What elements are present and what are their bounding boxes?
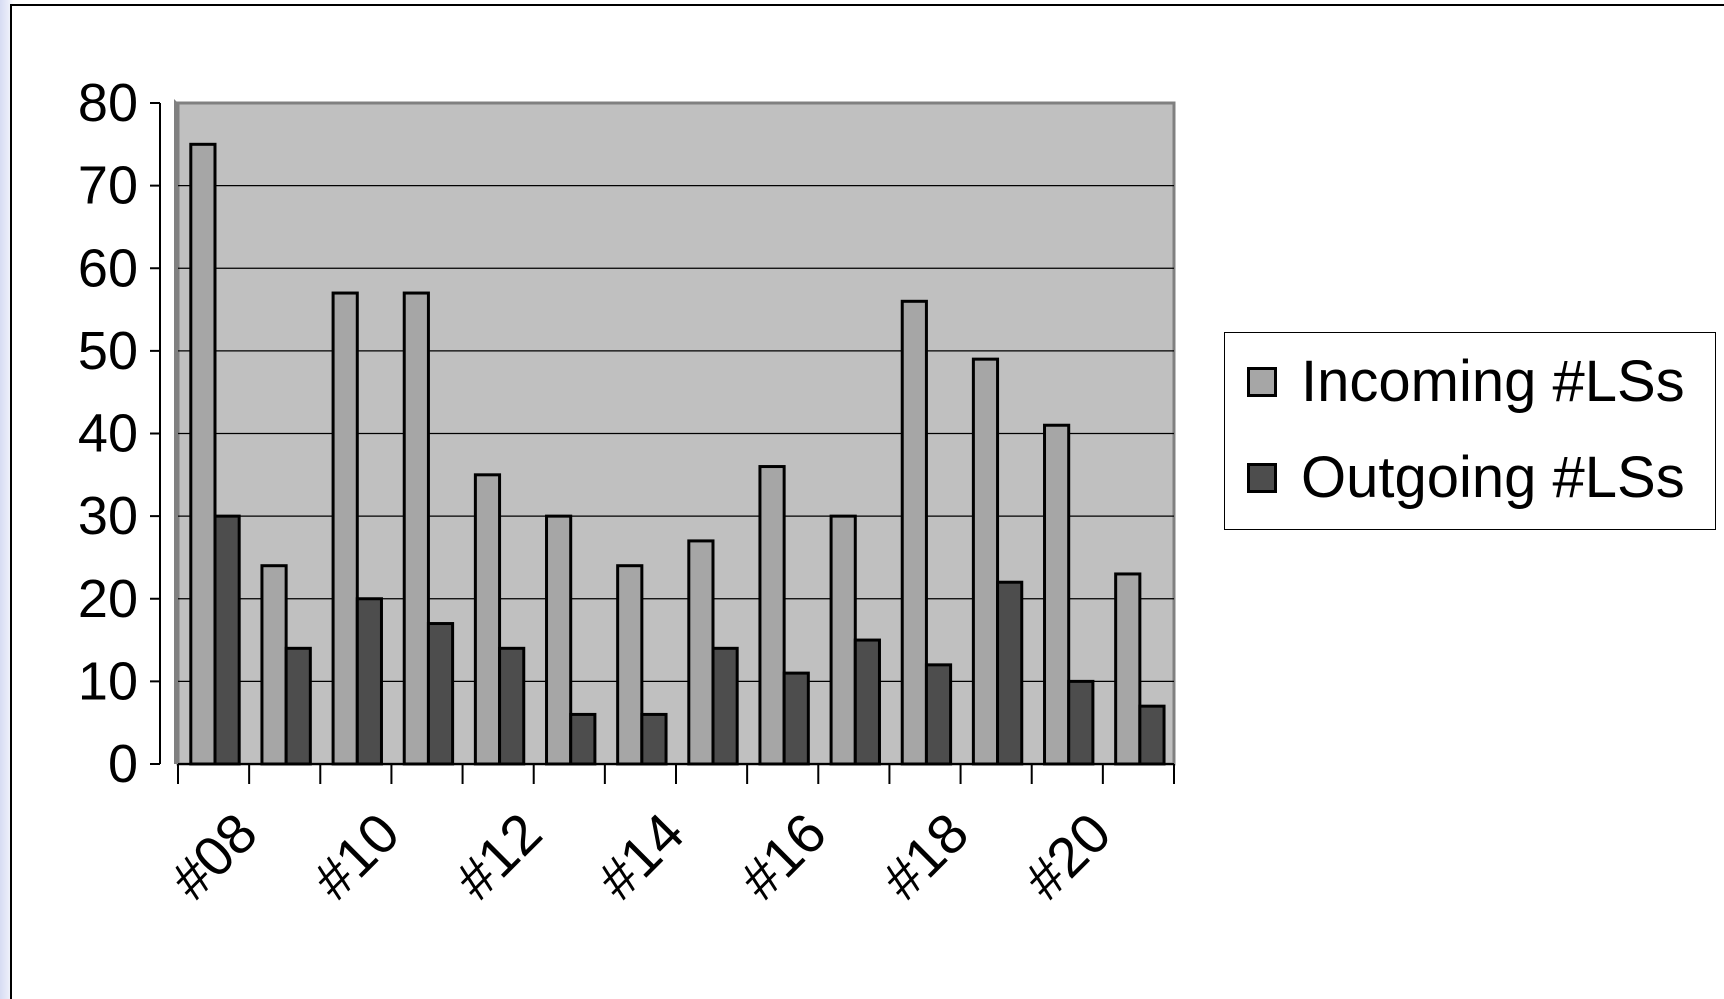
bar-incoming-19 bbox=[971, 357, 1000, 766]
bar-incoming-18 bbox=[900, 299, 928, 766]
x-tick-label-14: #14 bbox=[585, 801, 696, 912]
plot-area: 0 10 20 30 40 50 60 70 80 #08 #10 #12 #14 #16 #18 #20 bbox=[78, 73, 1176, 912]
x-tick-label-18: #18 bbox=[870, 801, 981, 912]
bar-incoming-15 bbox=[687, 539, 715, 766]
bar-outgoing-17 bbox=[853, 638, 881, 766]
legend-label-outgoing: Outgoing #LSs bbox=[1301, 445, 1685, 510]
y-tick-label-20: 20 bbox=[78, 569, 138, 629]
bar-outgoing-13 bbox=[569, 712, 597, 766]
bar-outgoing-19 bbox=[996, 580, 1024, 766]
bar-outgoing-08 bbox=[213, 514, 241, 766]
bar-incoming-14 bbox=[616, 564, 644, 766]
bar-outgoing-11 bbox=[426, 622, 455, 766]
bar-outgoing-18 bbox=[924, 663, 953, 766]
y-tick-label-40: 40 bbox=[78, 404, 138, 464]
bar-incoming-10 bbox=[331, 291, 359, 766]
bar-incoming-08 bbox=[189, 142, 217, 766]
bar-incoming-20 bbox=[1043, 423, 1071, 766]
y-tick-label-80: 80 bbox=[78, 73, 138, 133]
legend-label-incoming: Incoming #LSs bbox=[1301, 349, 1685, 414]
bar-outgoing-09 bbox=[284, 646, 312, 766]
bar-incoming-09 bbox=[260, 564, 288, 766]
bar-outgoing-21 bbox=[1138, 704, 1166, 766]
legend-swatch-outgoing bbox=[1247, 463, 1277, 493]
bar-incoming-17 bbox=[829, 514, 857, 766]
bar-outgoing-15 bbox=[711, 646, 739, 766]
bar-incoming-13 bbox=[545, 514, 573, 766]
legend-item-incoming: Incoming #LSs bbox=[1247, 353, 1685, 411]
x-tick-label-20: #20 bbox=[1012, 801, 1123, 912]
y-tick-label-0: 0 bbox=[108, 734, 138, 794]
y-tick-label-30: 30 bbox=[78, 486, 138, 546]
y-tick-label-60: 60 bbox=[78, 238, 138, 298]
bar-incoming-12 bbox=[473, 473, 502, 766]
y-tick-label-50: 50 bbox=[78, 321, 138, 381]
bar-incoming-16 bbox=[758, 465, 786, 766]
chart-legend: Incoming #LSs Outgoing #LSs bbox=[1224, 332, 1716, 530]
y-tick-label-70: 70 bbox=[78, 156, 138, 216]
legend-item-outgoing: Outgoing #LSs bbox=[1247, 449, 1685, 507]
y-tick-label-10: 10 bbox=[78, 651, 138, 711]
x-tick-label-12: #12 bbox=[443, 801, 554, 912]
bar-outgoing-14 bbox=[640, 712, 668, 766]
bar-outgoing-12 bbox=[498, 646, 526, 766]
bar-outgoing-16 bbox=[782, 671, 810, 766]
bar-incoming-11 bbox=[402, 291, 430, 766]
x-tick-label-16: #16 bbox=[727, 801, 838, 912]
bar-outgoing-20 bbox=[1067, 679, 1095, 766]
legend-swatch-incoming bbox=[1247, 367, 1277, 397]
x-tick-label-08: #08 bbox=[158, 801, 269, 912]
x-tick-label-10: #10 bbox=[301, 801, 412, 912]
bar-outgoing-10 bbox=[355, 597, 383, 766]
bar-incoming-21 bbox=[1114, 572, 1142, 766]
